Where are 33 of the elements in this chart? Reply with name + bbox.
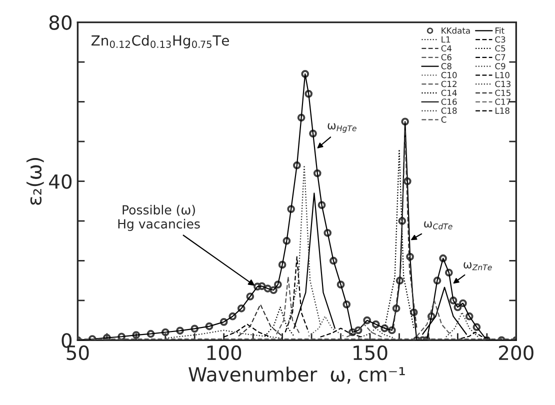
legend-label: C13 (495, 80, 510, 88)
legend-label: L1 (442, 36, 450, 43)
legend-label: C8 (441, 63, 452, 70)
legend-label: C16 (441, 98, 457, 105)
legend-label: C3 (495, 36, 506, 43)
legend-label: C9 (495, 63, 506, 70)
legend-label: KKdata (442, 27, 470, 34)
annotation: ω$_{CdTe}$ (424, 221, 452, 230)
y-tick-label: 80 (49, 15, 72, 30)
legend-label: Fit (496, 27, 504, 34)
y-axis-title: ε₂(ω) (26, 158, 44, 205)
x-tick-label: 150 (354, 345, 388, 360)
text: Zn$_{0.12}$Cd$_{0.13}$Hg$_{0.75}$Te (91, 34, 229, 48)
legend-label: C15 (495, 90, 510, 96)
legend-label: C14 (441, 90, 457, 96)
legend-label: C12 (441, 80, 456, 88)
legend-label: C10 (441, 72, 457, 78)
y-tick-label: 40 (49, 174, 72, 189)
x-tick-label: 200 (499, 345, 534, 360)
legend-label: C4 (441, 45, 452, 52)
legend-label: C (441, 116, 446, 123)
legend-label: C5 (495, 45, 506, 52)
legend-label: L18 (496, 108, 510, 114)
legend-label: C18 (441, 108, 457, 114)
x-axis-title: Wavenumber ω, cm⁻¹ (188, 366, 405, 384)
legend-label: C6 (441, 54, 452, 60)
annotation: ω$_{ZnTe}$ (464, 262, 492, 270)
legend-label: C7 (495, 54, 506, 60)
legend-label: C17 (495, 98, 510, 105)
x-tick-label: 100 (207, 345, 242, 360)
legend-label: L10 (496, 72, 510, 78)
annotation: Possible (ω) Hg vacancies (118, 204, 200, 231)
annotation: ω$_{HgTe}$ (328, 123, 356, 133)
